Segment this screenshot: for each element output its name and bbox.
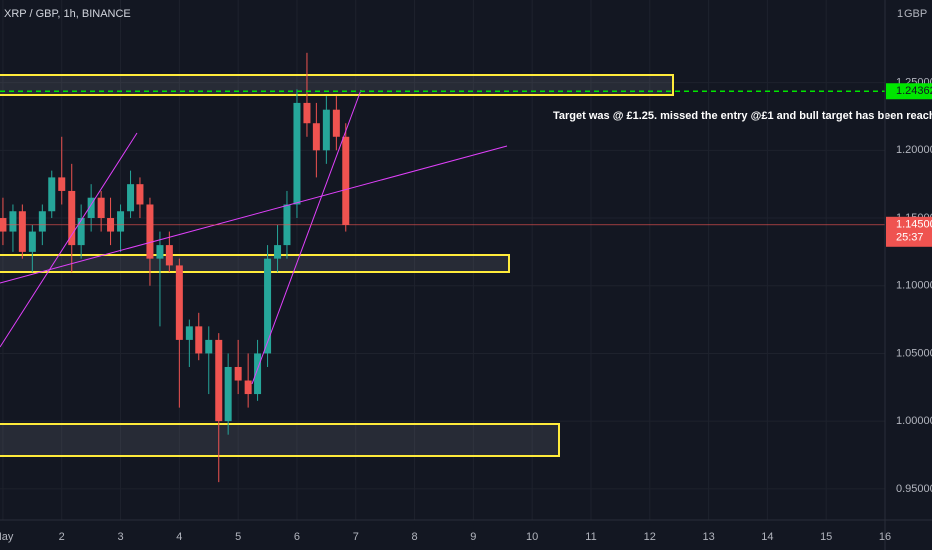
x-tick-label: 16 [879,531,891,543]
candle-body [312,123,320,151]
candle-body [303,102,311,124]
candle-body [127,184,135,212]
x-tick-label: 3 [117,531,123,543]
candle-body [165,245,173,266]
trendline [251,89,362,385]
trendline [0,132,138,348]
candle-body [224,366,232,422]
x-tick-label: 13 [702,531,714,543]
trendline [0,145,508,284]
candle-body [215,339,223,422]
candle-body [87,197,95,219]
target-price-label: 1.24362 [896,85,932,97]
candle-body [264,258,272,354]
x-tick-label: 8 [412,531,418,543]
candle-body [117,211,125,232]
x-tick-label: 11 [585,531,596,543]
candle-body [322,109,330,151]
candle-body [332,109,340,137]
x-tick-label: 2 [59,531,65,543]
x-tick-label: 4 [176,531,182,543]
target-price-tag [886,83,932,100]
levels [0,90,885,226]
x-tick-label: 15 [820,531,832,543]
candle-body [254,353,262,395]
y-tick-label: 1.10000 [896,280,932,292]
demand-zone [0,423,560,457]
candle-body [18,211,26,252]
y-tick-label: 1.00000 [896,415,932,427]
support-zone [0,254,510,273]
x-tick-label: 14 [761,531,773,543]
candle-body [146,204,154,259]
current-price-label: 1.14500 [896,219,932,231]
current-price-tag [886,216,932,247]
y-tick-label: 1.20000 [896,144,932,156]
candle-body [342,136,350,225]
candle-body [9,211,17,232]
candle-body [274,245,282,259]
candle-body [205,339,213,354]
candle-body [97,197,105,219]
candles [0,52,350,483]
candle-body [244,380,252,395]
candle-body [156,245,164,259]
annotation: Target was @ £1.25. missed the entry @£1… [553,110,932,122]
candle-body [195,326,203,354]
countdown: 25:37 [896,232,924,244]
candle-body [175,265,183,340]
x-tick-label: 10 [526,531,538,543]
candle-body [136,184,144,205]
x-tick-label: 9 [470,531,476,543]
axis-unit: GBP [904,8,927,20]
candle-body [77,218,85,246]
candle-body [38,211,46,232]
candle-body [185,326,193,340]
x-tick-label: 5 [235,531,241,543]
chart-title: XRP / GBP, 1h, BINANCE [4,8,131,20]
candle-body [58,177,66,191]
candle-body [293,102,301,205]
candle-body [234,366,242,381]
candle-body [68,190,76,246]
x-tick-label: 6 [294,531,300,543]
y-tick-label: 1.05000 [896,347,932,359]
axes: 0.950001.000001.050001.100001.150001.200… [0,77,932,543]
y-tick-label: 0.95000 [896,483,932,495]
x-tick-label: 12 [644,531,656,543]
x-tick-label: 7 [353,531,359,543]
x-tick-label: May [0,531,14,543]
axis-unit-prefix: 1 [897,8,903,20]
candle-body [28,231,36,252]
resistance-zone [0,74,674,96]
candle-body [48,177,56,212]
